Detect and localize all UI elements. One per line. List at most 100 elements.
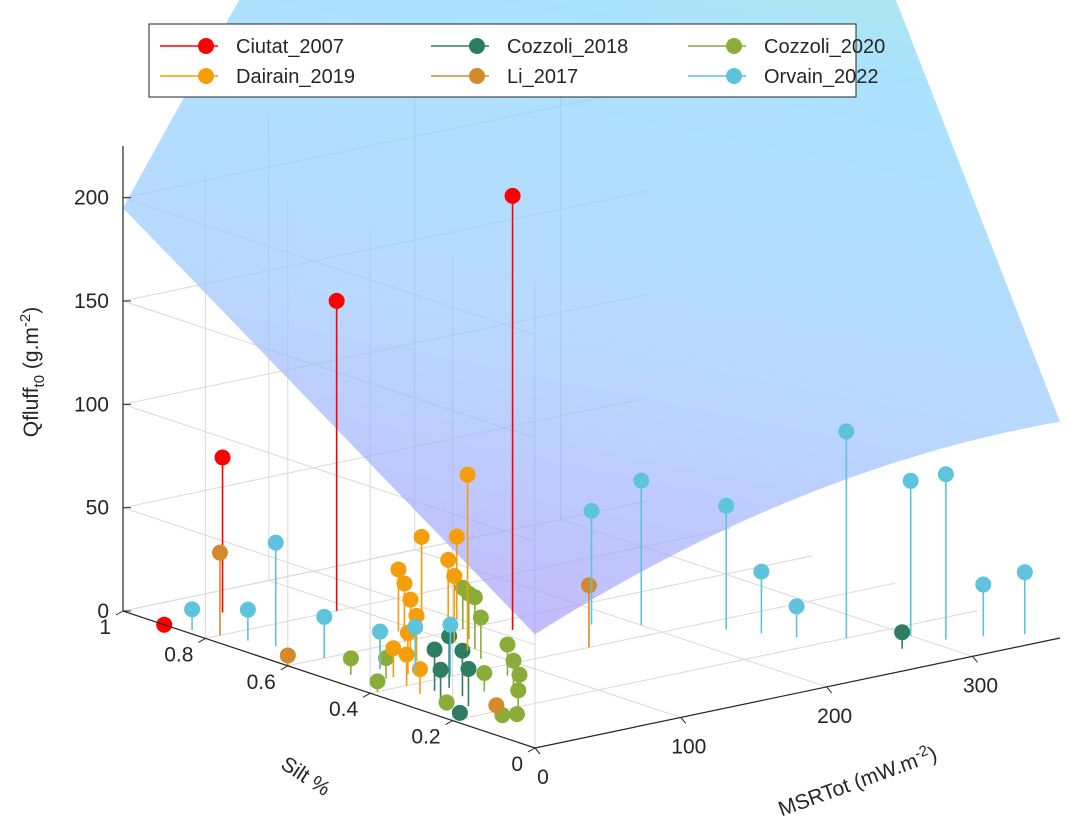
data-point <box>369 673 386 690</box>
data-point <box>390 561 407 578</box>
data-point <box>937 466 954 483</box>
fitted-surface <box>123 0 1060 635</box>
data-point <box>239 601 256 618</box>
data-point <box>432 661 449 678</box>
data-point <box>508 706 525 723</box>
data-point <box>385 640 402 657</box>
grid-line-y-floor <box>452 610 978 722</box>
z-tick-label: 0 <box>97 600 109 623</box>
data-point <box>328 292 345 309</box>
data-point <box>442 616 459 633</box>
legend-item-Li_2017: Li_2017 <box>431 66 578 88</box>
series-Li_2017 <box>211 544 597 714</box>
legend-item-Cozzoli_2018: Cozzoli_2018 <box>431 36 628 58</box>
z-tick-label: 200 <box>74 187 109 210</box>
y-tick-mark <box>362 692 371 698</box>
data-point <box>718 497 735 514</box>
series-Orvain_2022 <box>184 423 1033 677</box>
grid-line-y-floor <box>370 582 896 694</box>
legend-box <box>148 23 857 98</box>
legend-label: Cozzoli_2018 <box>507 36 628 58</box>
data-point <box>838 423 855 440</box>
data-point <box>407 619 424 636</box>
y-axis-label: Silt % <box>277 752 335 801</box>
series-Dairain_2019 <box>372 466 476 694</box>
x-tick-label: 100 <box>671 735 706 758</box>
y-tick-label: 0.2 <box>411 726 440 749</box>
y-tick-label: 1 <box>99 616 111 639</box>
y-tick-label: 0.8 <box>164 643 193 666</box>
data-point <box>446 567 463 584</box>
data-point <box>426 641 443 658</box>
y-axis-label-text: Silt % <box>277 752 335 801</box>
data-point <box>583 502 600 519</box>
data-point <box>894 624 911 641</box>
data-point <box>214 449 231 466</box>
z-axis-label-text: Qflufft0 (g.m-2) <box>17 307 48 438</box>
data-point <box>753 563 770 580</box>
legend-label: Orvain_2022 <box>764 66 879 88</box>
y-tick-mark <box>280 665 289 671</box>
data-point <box>633 472 650 489</box>
data-point <box>472 609 489 626</box>
data-point <box>505 652 522 669</box>
data-point <box>788 598 805 615</box>
data-point <box>499 636 516 653</box>
x-tick-mark <box>680 717 687 724</box>
x-axis-label-text: MSRTot (mW.m-2) <box>774 740 940 822</box>
legend-label: Li_2017 <box>507 66 578 88</box>
y-tick-label: 0.6 <box>247 671 276 694</box>
y-tick-label: 0 <box>511 753 523 776</box>
data-point <box>451 704 468 721</box>
z-axis-label: Qflufft0 (g.m-2) <box>17 307 48 438</box>
legend-marker <box>469 68 485 84</box>
data-point <box>402 591 419 608</box>
legend-item-Orvain_2022: Orvain_2022 <box>688 66 879 88</box>
data-point <box>510 682 527 699</box>
data-point <box>396 575 413 592</box>
y-tick-mark <box>198 637 206 643</box>
data-point <box>1016 564 1033 581</box>
legend-label: Dairain_2019 <box>236 66 355 88</box>
data-point <box>279 647 296 664</box>
data-point <box>372 623 389 640</box>
y-tick-mark <box>115 610 124 616</box>
y-axis-line <box>122 610 536 749</box>
data-point <box>975 576 992 593</box>
x-axis-label: MSRTot (mW.m-2) <box>774 740 940 822</box>
x-tick-label: 0 <box>537 766 549 789</box>
legend-item-Ciutat_2007: Ciutat_2007 <box>160 36 344 58</box>
data-point <box>440 551 457 568</box>
y-tick-label: 0.4 <box>329 698 359 721</box>
data-point <box>459 466 476 483</box>
legend-label: Ciutat_2007 <box>236 36 344 58</box>
data-point <box>342 650 359 667</box>
data-point <box>448 528 465 545</box>
data-point <box>511 666 528 683</box>
data-stems <box>156 187 1033 724</box>
data-point <box>902 472 919 489</box>
legend-item-Cozzoli_2020: Cozzoli_2020 <box>688 36 885 58</box>
z-tick-label: 50 <box>86 497 109 520</box>
z-tick-label: 150 <box>74 290 109 313</box>
data-point <box>211 544 228 561</box>
data-point <box>580 577 597 594</box>
x-tick-mark <box>534 747 541 755</box>
data-point <box>460 660 477 677</box>
x-tick-mark <box>972 656 978 663</box>
x-tick-label: 300 <box>963 674 998 697</box>
y-tick-mark <box>527 747 536 753</box>
data-point <box>438 694 455 711</box>
legend-marker <box>726 68 742 84</box>
data-point <box>316 608 333 625</box>
data-point <box>411 661 428 678</box>
data-point <box>184 601 201 618</box>
series-Cozzoli_2018 <box>426 624 911 721</box>
legend-marker <box>198 38 214 54</box>
series-Ciutat_2007 <box>156 187 521 633</box>
data-point <box>488 697 505 714</box>
legend-marker <box>198 68 214 84</box>
data-point <box>454 642 471 659</box>
